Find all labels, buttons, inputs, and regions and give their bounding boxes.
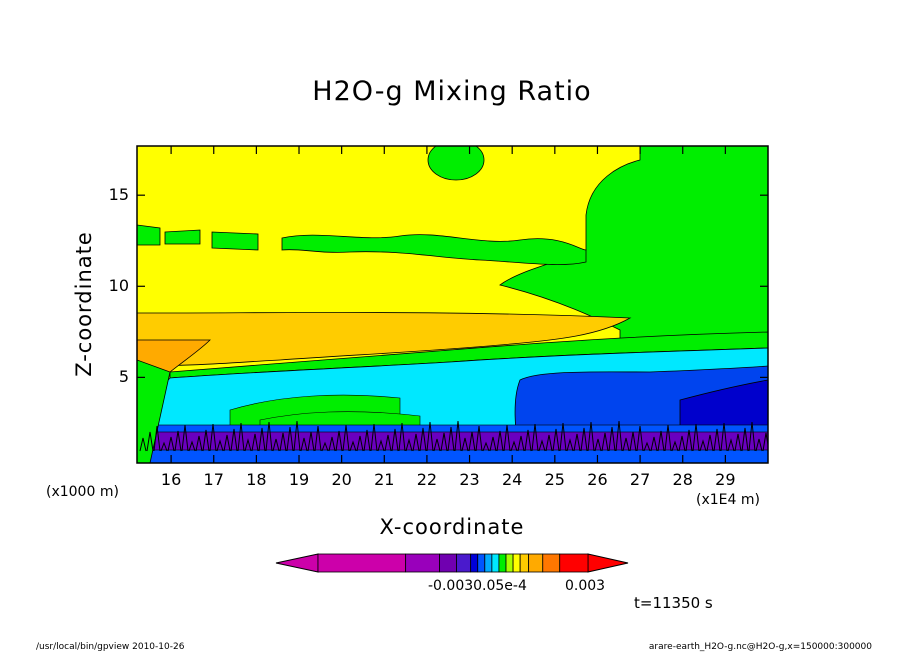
- colorbar-overlap-label: -0.0030.05e-4: [428, 578, 527, 594]
- region-green-blob: [427, 146, 485, 181]
- colorbar-swatch: [559, 553, 589, 573]
- x-tick-label: 16: [160, 470, 182, 489]
- footer-right: arare-earth_H2O-g.nc@H2O-g,x=150000:3000…: [648, 642, 872, 652]
- x-tick-label: 20: [331, 470, 352, 489]
- colorbar-swatch: [484, 553, 493, 573]
- x-tick-label: 23: [459, 470, 480, 489]
- colorbar-swatch: [498, 553, 507, 573]
- y-axis: [137, 194, 768, 378]
- x-tick-label: 17: [203, 470, 224, 489]
- colorbar-lower-arrow: [275, 553, 319, 573]
- x-tick-label: 29: [715, 470, 736, 489]
- colorbar-swatch: [528, 553, 544, 573]
- x-tick-label: 21: [374, 470, 395, 489]
- colorbar-swatch: [456, 553, 472, 573]
- y-tick-label: 5: [118, 367, 129, 387]
- region-green-band: [281, 234, 587, 265]
- x-tick-label: 18: [246, 470, 267, 489]
- y-axis-label: Z-coordinate: [72, 231, 96, 377]
- chart-title: H2O-g Mixing Ratio: [312, 76, 592, 107]
- colorbar-swatch: [512, 553, 521, 573]
- x-tick-label: 27: [629, 470, 651, 489]
- colorbar-swatch: [491, 553, 500, 573]
- y-tick-label: 15: [108, 185, 129, 205]
- colorbar: [275, 553, 629, 573]
- x-tick-label: 22: [416, 470, 438, 489]
- colorbar-swatch: [519, 553, 530, 573]
- colorbar-swatch: [439, 553, 457, 573]
- colorbar-swatch: [477, 553, 486, 573]
- colorbar-swatch: [317, 553, 407, 573]
- colorbar-swatch: [405, 553, 440, 573]
- x-tick-label: 26: [587, 470, 608, 489]
- x-tick-label: 28: [672, 470, 693, 489]
- footer-left: /usr/local/bin/gpview 2010-10-26: [36, 642, 185, 652]
- colorbar-label-max: 0.003: [565, 578, 606, 594]
- plot-frame: [136, 145, 769, 464]
- colorbar-upper-arrow: [587, 553, 629, 573]
- contour-field: [137, 146, 768, 463]
- colorbar-swatch: [470, 553, 479, 573]
- x-tick-label: 25: [544, 470, 565, 489]
- x-axis: [170, 146, 726, 463]
- region-orange: [137, 312, 632, 367]
- x-unit-note: (x1E4 m): [696, 492, 760, 508]
- colorbar-swatch: [542, 553, 561, 573]
- colorbar-swatch: [505, 553, 514, 573]
- time-label: t=11350 s: [634, 594, 713, 612]
- y-unit-note: (x1000 m): [46, 484, 119, 500]
- contour-spikes: [139, 420, 768, 452]
- x-tick-label: 19: [288, 470, 310, 489]
- x-axis-label: X-coordinate: [379, 515, 525, 539]
- y-tick-label: 10: [108, 276, 129, 296]
- x-tick-label: 24: [502, 470, 523, 489]
